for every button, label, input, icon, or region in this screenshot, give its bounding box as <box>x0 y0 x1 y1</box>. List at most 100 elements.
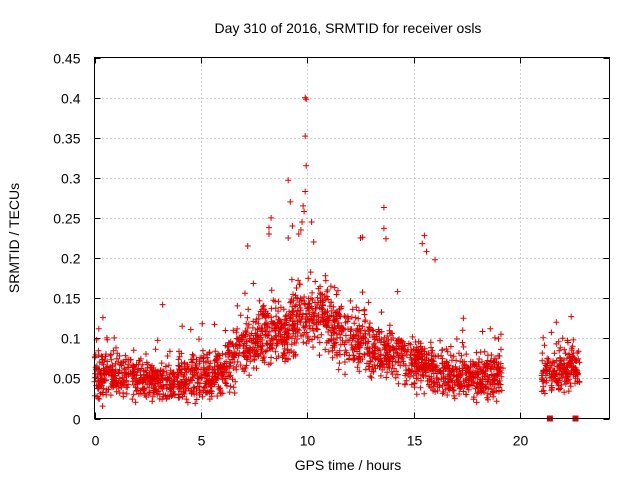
data-point <box>208 388 215 395</box>
data-point <box>314 334 321 341</box>
data-point <box>284 347 291 354</box>
data-point <box>365 299 372 306</box>
data-point <box>182 381 189 388</box>
data-point <box>460 343 467 350</box>
data-point <box>437 337 444 344</box>
data-point <box>162 363 169 370</box>
data-point <box>571 356 578 363</box>
data-point <box>389 344 396 351</box>
data-point <box>116 367 123 374</box>
data-point <box>341 341 348 348</box>
data-point <box>305 295 312 302</box>
data-point <box>366 366 373 372</box>
data-point <box>402 372 409 379</box>
data-point <box>249 324 256 331</box>
data-point <box>493 388 500 394</box>
data-point <box>346 352 353 359</box>
data-point <box>492 381 498 388</box>
data-point <box>367 348 373 355</box>
data-point <box>200 352 207 359</box>
data-point <box>377 339 384 346</box>
data-point <box>152 346 159 353</box>
data-point <box>479 368 486 375</box>
data-point <box>207 383 214 390</box>
data-point <box>324 287 331 293</box>
data-point <box>562 350 569 357</box>
data-point <box>417 372 424 379</box>
data-point <box>540 383 547 390</box>
data-point <box>559 365 566 372</box>
data-point <box>226 363 233 370</box>
data-point <box>422 372 429 379</box>
data-point <box>348 341 355 348</box>
y-tick-label: 0.3 <box>61 171 81 187</box>
data-point <box>542 362 549 369</box>
data-point <box>116 375 123 382</box>
data-point <box>543 377 550 384</box>
data-point <box>493 398 500 405</box>
data-point <box>196 336 202 343</box>
data-point <box>264 324 271 331</box>
data-point <box>424 378 431 384</box>
data-point <box>310 239 317 245</box>
data-point <box>347 298 354 304</box>
data-point <box>233 329 240 336</box>
data-point <box>293 312 300 319</box>
data-point <box>374 362 381 369</box>
data-point <box>122 352 129 359</box>
data-point <box>462 377 469 383</box>
data-point <box>378 309 385 316</box>
data-point <box>456 391 463 397</box>
data-point <box>545 358 552 365</box>
data-point <box>140 374 147 381</box>
data-point <box>244 243 251 249</box>
data-point <box>143 359 150 366</box>
data-point <box>266 224 272 231</box>
data-point <box>238 332 245 338</box>
data-point <box>322 272 329 279</box>
data-point <box>277 325 284 332</box>
data-point <box>117 359 124 366</box>
data-point <box>390 353 397 360</box>
data-point <box>147 374 154 381</box>
y-tick-label: 0 <box>73 412 81 428</box>
data-point <box>448 368 455 375</box>
data-point <box>149 398 156 405</box>
data-point <box>328 299 335 306</box>
data-point <box>311 333 318 340</box>
data-point <box>99 353 106 360</box>
data-point <box>384 369 391 376</box>
data-point <box>409 349 415 355</box>
data-point <box>237 312 244 319</box>
data-point <box>192 362 199 369</box>
data-point <box>413 344 420 351</box>
data-point <box>153 388 160 394</box>
data-point <box>267 346 274 352</box>
data-point <box>328 307 335 314</box>
data-point <box>285 355 292 362</box>
data-point <box>344 318 351 325</box>
data-point <box>470 378 477 385</box>
data-point <box>389 362 396 369</box>
data-point <box>421 390 428 397</box>
data-point <box>222 375 229 382</box>
data-point <box>400 361 407 367</box>
data-point <box>479 328 486 335</box>
data-point <box>372 345 379 351</box>
data-point <box>287 299 294 306</box>
data-point <box>366 350 373 356</box>
data-point <box>295 277 302 284</box>
data-point <box>337 334 344 341</box>
data-point <box>149 393 156 400</box>
data-point <box>123 390 130 397</box>
data-point <box>462 391 469 398</box>
data-point <box>227 383 234 390</box>
data-point <box>323 309 329 316</box>
data-point <box>307 325 313 332</box>
data-point <box>365 338 372 345</box>
data-point <box>302 133 309 140</box>
data-point <box>482 373 489 380</box>
data-point <box>341 359 348 365</box>
data-point <box>315 312 322 318</box>
